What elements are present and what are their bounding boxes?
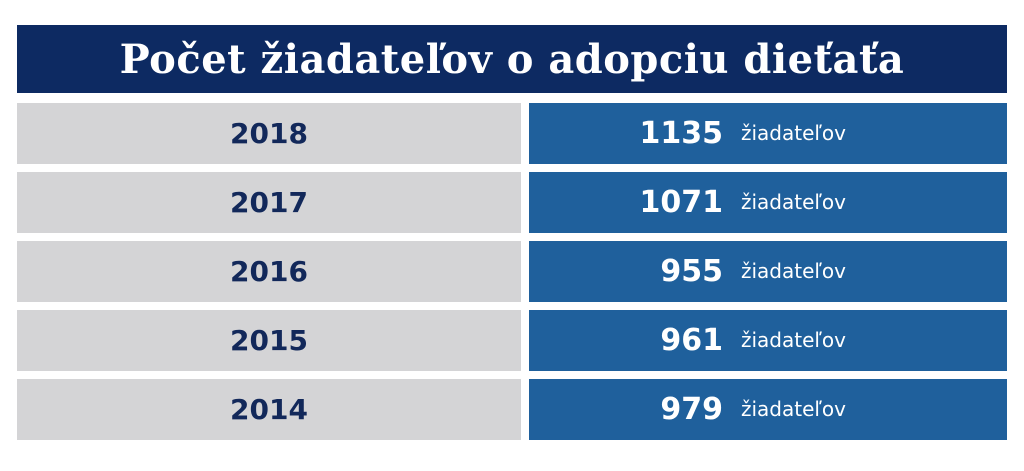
value-cell: 955 žiadateľov (529, 241, 1007, 302)
value-number: 1135 (639, 116, 724, 151)
year-cell: 2015 (17, 310, 521, 371)
year-label: 2018 (230, 117, 308, 150)
year-label: 2017 (230, 186, 308, 219)
value-number: 1071 (639, 185, 724, 220)
chart-title: Počet žiadateľov o adopciu dieťaťa (119, 35, 905, 83)
year-cell: 2017 (17, 172, 521, 233)
table-row: 2016 955 žiadateľov (17, 241, 1007, 302)
year-cell: 2014 (17, 379, 521, 440)
table-row: 2018 1135 žiadateľov (17, 103, 1007, 164)
year-cell: 2016 (17, 241, 521, 302)
value-unit: žiadateľov (741, 397, 846, 421)
value-unit: žiadateľov (741, 190, 846, 214)
year-label: 2016 (230, 255, 308, 288)
value-number: 961 (660, 323, 723, 358)
value-cell: 1135 žiadateľov (529, 103, 1007, 164)
value-unit: žiadateľov (741, 328, 846, 352)
value-cell: 961 žiadateľov (529, 310, 1007, 371)
year-label: 2014 (230, 393, 308, 426)
value-cell: 979 žiadateľov (529, 379, 1007, 440)
value-unit: žiadateľov (741, 121, 846, 145)
value-unit: žiadateľov (741, 259, 846, 283)
year-label: 2015 (230, 324, 308, 357)
table-row: 2015 961 žiadateľov (17, 310, 1007, 371)
table-row: 2017 1071 žiadateľov (17, 172, 1007, 233)
year-cell: 2018 (17, 103, 521, 164)
value-number: 955 (660, 254, 723, 289)
value-number: 979 (660, 392, 723, 427)
value-cell: 1071 žiadateľov (529, 172, 1007, 233)
chart-title-bar: Počet žiadateľov o adopciu dieťaťa (17, 25, 1007, 93)
table-row: 2014 979 žiadateľov (17, 379, 1007, 440)
